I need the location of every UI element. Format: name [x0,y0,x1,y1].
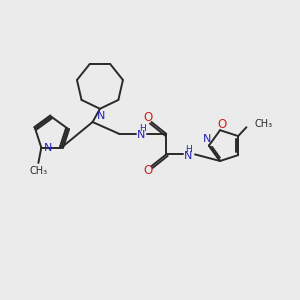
Text: O: O [217,118,226,131]
Text: H: H [139,124,146,133]
Text: N: N [97,111,105,121]
Text: O: O [143,111,153,124]
Text: CH₃: CH₃ [255,119,273,129]
Text: N: N [184,151,193,161]
Text: N: N [203,134,212,144]
Text: N: N [44,143,52,153]
Text: O: O [143,164,153,177]
Text: CH₃: CH₃ [29,166,47,176]
Text: N: N [137,130,146,140]
Text: H: H [185,145,192,154]
